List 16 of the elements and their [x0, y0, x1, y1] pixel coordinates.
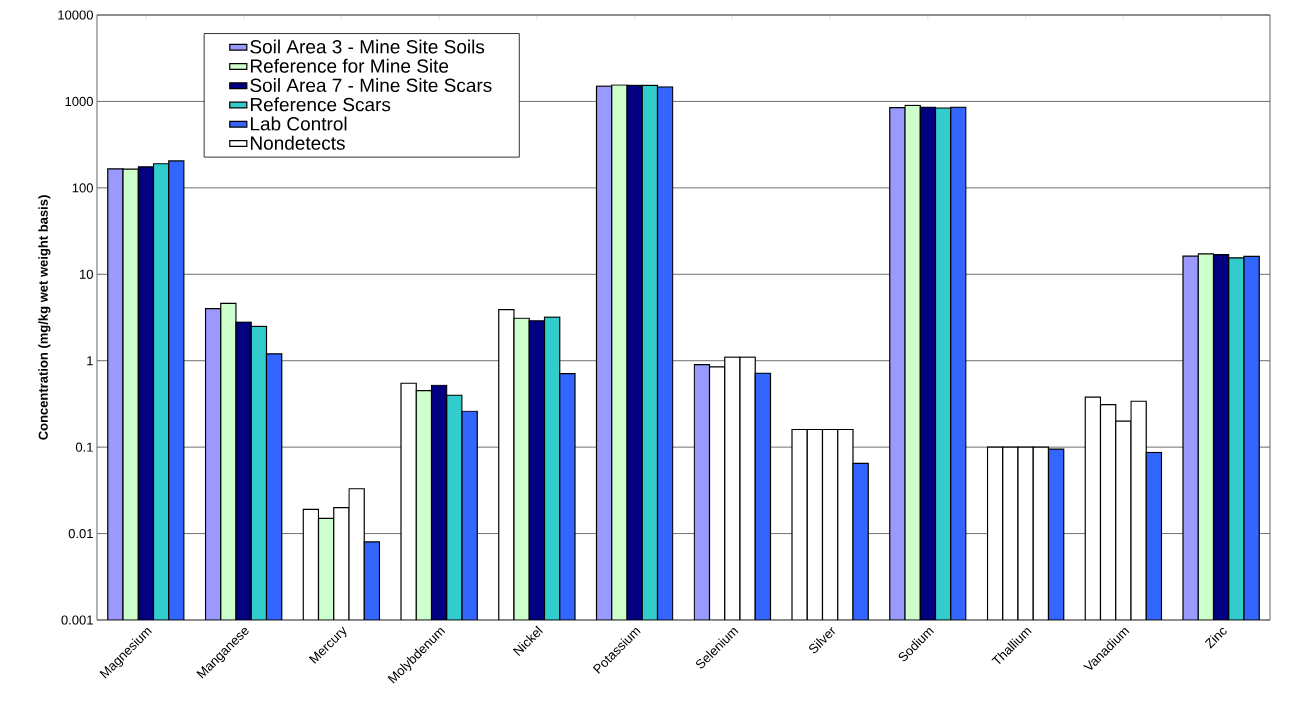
legend-label: Reference for Mine Site — [250, 58, 449, 73]
y-axis-title: Concentration (mg/kg wet weight basis) — [38, 195, 51, 440]
legend-label: Lab Control — [250, 116, 347, 131]
legend-label: Soil Area 3 - Mine Site Soils — [250, 39, 485, 54]
y-tick-label: 1000 — [65, 96, 93, 107]
y-tick-label: 0.001 — [61, 615, 93, 625]
y-tick-label: 100 — [72, 183, 93, 193]
y-tick-label: 10000 — [58, 10, 93, 20]
legend-label: Reference Scars — [250, 97, 391, 112]
legend-label: Soil Area 7 - Mine Site Scars — [250, 78, 492, 93]
x-tick-label: Zinc — [1204, 627, 1227, 649]
y-tick-label: 1 — [87, 356, 93, 366]
legend-label: Nondetects — [250, 135, 345, 150]
y-tick-label: 0.01 — [68, 528, 93, 539]
y-tick-label: 10 — [80, 269, 93, 279]
y-tick-label: 0.1 — [75, 442, 93, 452]
